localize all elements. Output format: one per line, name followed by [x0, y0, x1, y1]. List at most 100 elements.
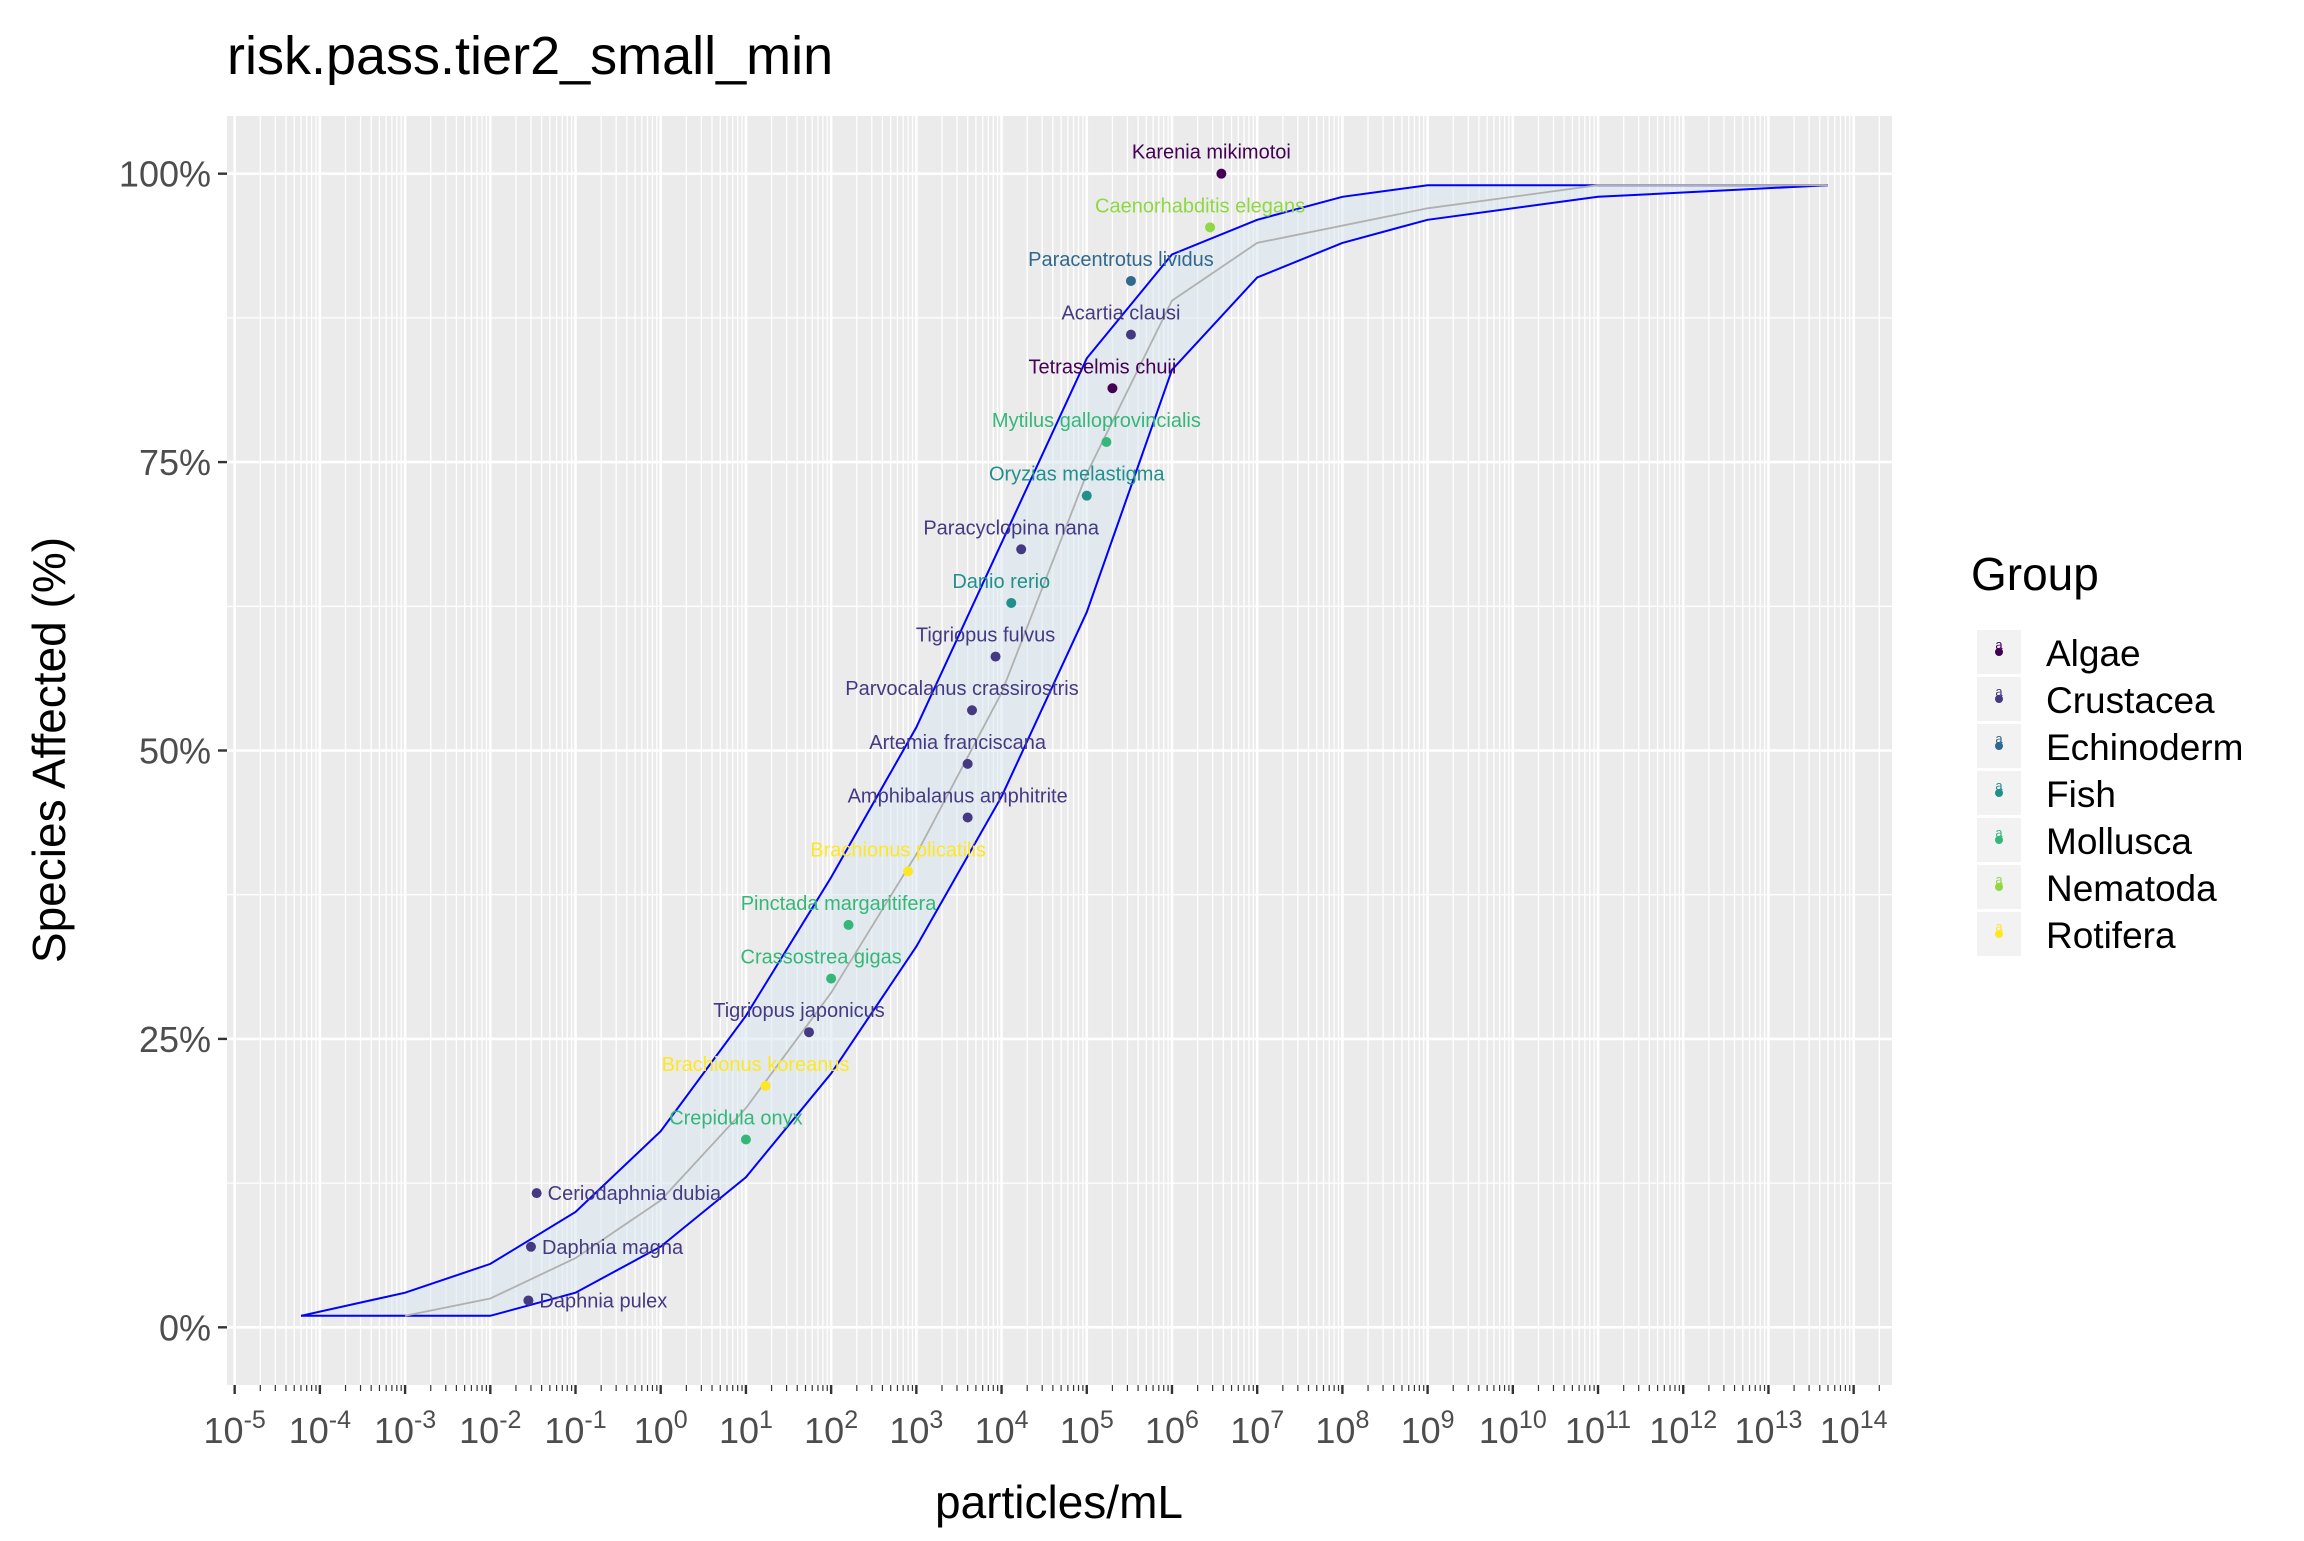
point-label: Daphnia pulex	[539, 1290, 667, 1312]
confidence-band	[300, 184, 1829, 1317]
y-tick-label: 50%	[139, 731, 211, 772]
data-point	[804, 1027, 815, 1038]
point-label: Tigriopus fulvus	[916, 625, 1055, 647]
data-point	[990, 651, 1001, 662]
point-label: Danio rerio	[952, 571, 1050, 593]
data-point	[1006, 597, 1017, 608]
legend-swatch	[1995, 742, 2003, 750]
data-point	[962, 758, 973, 769]
point-label: Parvocalanus crassirostris	[845, 678, 1078, 700]
x-tick-label: 109	[1401, 1406, 1455, 1451]
y-tick-label: 25%	[139, 1019, 211, 1060]
point-label: Caenorhabditis elegans	[1095, 195, 1305, 217]
legend-label: Fish	[2046, 774, 2116, 815]
fit-curve-line	[404, 184, 1828, 1317]
data-point	[967, 705, 978, 716]
x-tick-label: 103	[889, 1406, 943, 1451]
legend-swatch	[1995, 789, 2003, 797]
data-point	[1125, 275, 1136, 286]
x-tick-label: 105	[1060, 1406, 1114, 1451]
legend: Group a Algae a Crustacea a Echinoderm a Fish a M…	[1971, 548, 2243, 956]
legend-label: Crustacea	[2046, 680, 2215, 721]
point-label: Mytilus galloprovincialis	[992, 410, 1201, 432]
x-axis-title: particles/mL	[935, 1476, 1183, 1528]
y-tick-label: 0%	[159, 1307, 211, 1348]
point-label: Artemia franciscana	[869, 732, 1047, 754]
legend-swatch	[1995, 648, 2003, 656]
point-label: Tetraselmis chuii	[1029, 356, 1177, 378]
data-point	[525, 1241, 536, 1252]
y-axis-title: Species Affected (%)	[23, 537, 75, 963]
data-point	[1107, 383, 1118, 394]
data-point	[826, 973, 837, 984]
x-tick-label: 106	[1145, 1406, 1199, 1451]
legend-key-glyph: a	[1995, 637, 2003, 652]
data-point	[1216, 168, 1227, 179]
point-label: Karenia mikimotoi	[1132, 142, 1291, 164]
legend-key-glyph: a	[1995, 731, 2003, 746]
point-label: Daphnia magna	[542, 1237, 684, 1259]
fit-curve	[404, 184, 1828, 1317]
data-point	[760, 1080, 771, 1091]
x-tick-label: 102	[804, 1406, 858, 1451]
data-point	[1205, 222, 1216, 233]
point-label: Paracentrotus lividus	[1028, 249, 1214, 271]
x-tick-label: 10-5	[204, 1406, 266, 1451]
legend-key-glyph: a	[1995, 919, 2003, 934]
legend-key-glyph: a	[1995, 872, 2003, 887]
data-points	[523, 168, 1227, 1306]
point-label: Amphibalanus amphitrite	[848, 786, 1068, 808]
chart-title: risk.pass.tier2_small_min	[227, 26, 833, 86]
y-tick-label: 75%	[139, 442, 211, 483]
data-point	[740, 1134, 751, 1145]
confidence-band-lower	[301, 184, 1829, 1317]
data-point	[523, 1295, 534, 1306]
data-point	[1081, 490, 1092, 501]
x-tick-label: 1010	[1479, 1406, 1547, 1451]
point-label: Pinctada margaritifera	[741, 893, 938, 915]
x-tick-label: 101	[719, 1406, 773, 1451]
confidence-band-fill	[301, 185, 1828, 1316]
x-tick-label: 104	[975, 1406, 1029, 1451]
legend-swatch	[1995, 695, 2003, 703]
confidence-band-upper	[300, 184, 1828, 1317]
legend-label: Echinoderm	[2046, 727, 2243, 768]
x-axis: 10-5 10-4 10-3 10-2 10-1 100 101 102 103 104 105 10…	[204, 1385, 1888, 1451]
point-label: Tigriopus japonicus	[713, 1000, 885, 1022]
x-tick-label: 10-2	[459, 1406, 521, 1451]
legend-swatch	[1995, 836, 2003, 844]
data-point	[1016, 544, 1027, 555]
point-label: Acartia clausi	[1061, 303, 1180, 325]
x-tick-label: 1011	[1565, 1406, 1631, 1451]
point-label: Crepidula onyx	[669, 1108, 802, 1130]
data-point	[1125, 329, 1136, 340]
x-tick-label: 1012	[1649, 1406, 1717, 1451]
x-tick-label: 100	[634, 1406, 688, 1451]
legend-label: Algae	[2046, 633, 2141, 674]
data-point	[531, 1188, 542, 1199]
x-tick-label: 10-4	[289, 1406, 351, 1451]
point-label: Paracyclopina nana	[923, 517, 1100, 539]
legend-key-glyph: a	[1995, 825, 2003, 840]
x-tick-label: 10-3	[374, 1406, 436, 1451]
legend-label: Nematoda	[2046, 868, 2217, 909]
legend-label: Rotifera	[2046, 915, 2176, 956]
data-point	[843, 919, 854, 930]
data-point	[903, 866, 914, 877]
x-tick-label: 1014	[1820, 1406, 1888, 1451]
y-tick-label: 100%	[119, 154, 211, 195]
y-axis: 0% 25% 50% 75% 100%	[119, 154, 227, 1348]
data-point	[962, 812, 973, 823]
legend-swatch	[1995, 930, 2003, 938]
x-tick-label: 1013	[1735, 1406, 1803, 1451]
point-label: Ceriodaphnia dubia	[548, 1183, 722, 1205]
legend-label: Mollusca	[2046, 821, 2192, 862]
point-label: Crassostrea gigas	[741, 947, 902, 969]
legend-key-glyph: a	[1995, 684, 2003, 699]
x-tick-label: 108	[1315, 1406, 1369, 1451]
x-tick-label: 10-1	[544, 1406, 606, 1451]
x-tick-label: 107	[1230, 1406, 1284, 1451]
point-labels: Daphnia pulex Daphnia magna Ceriodaphnia d…	[539, 142, 1305, 1313]
